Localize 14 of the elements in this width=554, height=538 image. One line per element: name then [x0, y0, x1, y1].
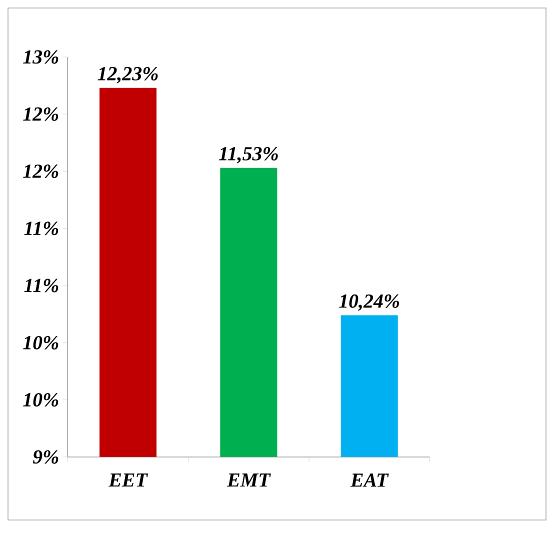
y-tick-label: 12%: [23, 107, 58, 121]
y-tick-label: 11%: [24, 222, 58, 236]
data-label: 10,24%: [339, 294, 400, 311]
y-tick-label: 13%: [23, 50, 58, 64]
data-label: 12,23%: [98, 66, 158, 84]
y-tick-label: 10%: [23, 336, 58, 350]
x-tick-label: EET: [108, 474, 148, 487]
y-tick-label: 10%: [23, 393, 58, 407]
x-tick-label: EMT: [226, 474, 271, 487]
data-label: 11,53%: [218, 146, 278, 164]
y-tick-label: 12%: [23, 164, 58, 178]
x-tick-label: EAT: [350, 474, 389, 487]
y-tick-label: 11%: [24, 278, 58, 292]
y-tick-label: 9%: [32, 450, 58, 464]
